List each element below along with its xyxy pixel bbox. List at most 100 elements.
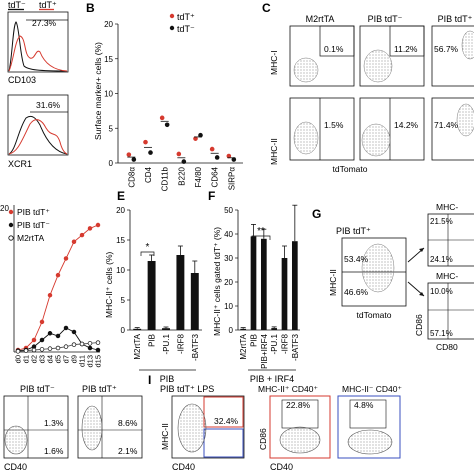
x-tick-label: d0 xyxy=(14,355,23,363)
lower-right-pct: 2.1% xyxy=(118,446,138,456)
data-point xyxy=(143,139,148,145)
data-point xyxy=(47,292,53,298)
x-tick-label: B220 xyxy=(177,166,186,185)
cell-cloud xyxy=(361,243,395,293)
y-axis-label: MHC-II⁺ cells (%) xyxy=(104,251,114,318)
gate-percent: 71.4% xyxy=(434,120,459,130)
flow-plot-blue xyxy=(337,395,401,459)
cell-cloud xyxy=(293,121,319,155)
arrowhead xyxy=(419,292,424,296)
panel-letter-i: I xyxy=(148,373,151,387)
legend-label-pib-neg: PIB tdT⁻ xyxy=(17,220,50,230)
data-point xyxy=(159,115,165,121)
line-series xyxy=(15,222,101,354)
data-point xyxy=(39,337,45,343)
upper-right-pct: 8.6% xyxy=(118,418,138,428)
right-title-1: MHC- xyxy=(436,202,458,212)
data-point xyxy=(71,329,77,335)
cell-cloud xyxy=(293,57,319,83)
panel-letter-b: B xyxy=(86,1,95,15)
y-tick-label: 20 xyxy=(224,278,233,287)
x-axis-label-2: CD40 xyxy=(270,462,293,472)
data-point xyxy=(214,155,220,160)
flow-plot-red xyxy=(269,395,331,459)
plot-title: PIB tdT⁺ xyxy=(336,226,371,236)
x-tick-label: d1 xyxy=(22,355,31,363)
y-axis-ticks: 0 5 10 15 20 xyxy=(116,206,130,335)
significance-bracket xyxy=(251,235,271,240)
x-axis-label: tdTomato xyxy=(333,164,368,174)
cell-cloud xyxy=(363,49,393,83)
x-tick-label: d3 xyxy=(38,355,47,363)
data-point xyxy=(181,159,187,164)
r2-lower-left-pct: 57.1% xyxy=(430,329,453,338)
gate-percent: 1.5% xyxy=(324,120,344,130)
y-axis-label: Surface marker+ cells (%) xyxy=(93,42,103,140)
column-title-1: M2rtTA xyxy=(306,14,335,24)
y-axis-label-2: CD86 xyxy=(414,314,424,336)
x-tick-label: d15 xyxy=(94,355,103,368)
data-point xyxy=(47,331,53,336)
cell-cloud xyxy=(81,405,103,451)
y-tick-label: 5 xyxy=(121,296,126,305)
y-axis-label: MHC-II xyxy=(328,269,338,296)
x-tick-label: -BATF3 xyxy=(191,333,200,361)
x-tick-label: d9 xyxy=(70,355,79,363)
bar xyxy=(190,273,199,330)
y-axis-ticks: 0 10 20 30 40 50 xyxy=(224,206,238,335)
y-tick-label: 15 xyxy=(116,236,125,245)
gate-percent: 14.2% xyxy=(394,120,419,130)
legend-marker-pos xyxy=(169,13,175,19)
flow-plot xyxy=(171,395,245,459)
plot-title-3: MHC-II⁻ CD40⁺ xyxy=(342,384,402,394)
significance-mark: ** xyxy=(257,226,265,237)
data-point xyxy=(95,340,101,345)
x-tick-label: -PU.1 xyxy=(270,333,279,354)
panel-letter-f: F xyxy=(208,189,215,203)
data-point xyxy=(126,152,132,157)
data-point xyxy=(131,157,137,162)
data-point xyxy=(209,146,215,152)
gate-percent: 56.7% xyxy=(434,44,459,54)
x-tick-label: -IRF8 xyxy=(176,333,185,354)
histogram-tdt-pos xyxy=(8,35,68,72)
x-tick-label: d5 xyxy=(54,355,63,363)
gate-mhc-ii-neg xyxy=(203,428,244,458)
legend-marker-m2rtta xyxy=(8,235,14,241)
y-tick-label: 0 xyxy=(121,326,126,335)
data-point xyxy=(55,272,61,278)
y-tick-label: 0 xyxy=(109,159,114,168)
x-tick-label: F4/80 xyxy=(194,166,203,187)
flow-plot xyxy=(427,282,474,340)
x-tick-label: CD11b xyxy=(161,166,170,191)
significance-bracket xyxy=(140,251,155,256)
gate-percent: 31.6% xyxy=(36,100,61,110)
cell-cloud xyxy=(361,123,391,157)
gate xyxy=(389,25,425,57)
gate-percent: 22.8% xyxy=(286,400,311,410)
cell-cloud xyxy=(4,425,28,455)
y-tick-label: 15 xyxy=(104,55,113,64)
y-tick-label: 0 xyxy=(229,326,234,335)
r1-upper-left-pct: 21.5% xyxy=(430,217,453,226)
flow-plot xyxy=(431,25,474,87)
data-point xyxy=(87,345,93,351)
data-point xyxy=(55,345,61,351)
bar xyxy=(250,236,257,330)
upper-right-pct: 1.3% xyxy=(44,418,64,428)
data-point xyxy=(63,344,69,349)
significance-mark: * xyxy=(146,242,150,253)
data-point xyxy=(148,150,153,155)
x-axis-label: CD40 xyxy=(4,462,27,472)
legend-label-neg: tdT⁻ xyxy=(177,24,195,34)
bar xyxy=(291,241,298,330)
flow-plot xyxy=(431,97,474,161)
panel-a-top: tdT⁻ tdT⁺ 27.3% CD103 xyxy=(7,0,69,85)
r2-upper-left-pct: 10.0% xyxy=(430,287,453,296)
x-tick-label: CD4 xyxy=(144,166,153,183)
data-point xyxy=(198,132,203,138)
x-tick-label: M2rtTA xyxy=(239,333,248,359)
group-label: PIB + IRF4 xyxy=(250,374,294,384)
legend-tdt-neg: tdT⁻ xyxy=(8,0,26,10)
panel-e: E MHC-II⁺ cells (%) 0 5 10 15 20 M2rtTA PIB -P… xyxy=(104,189,202,384)
